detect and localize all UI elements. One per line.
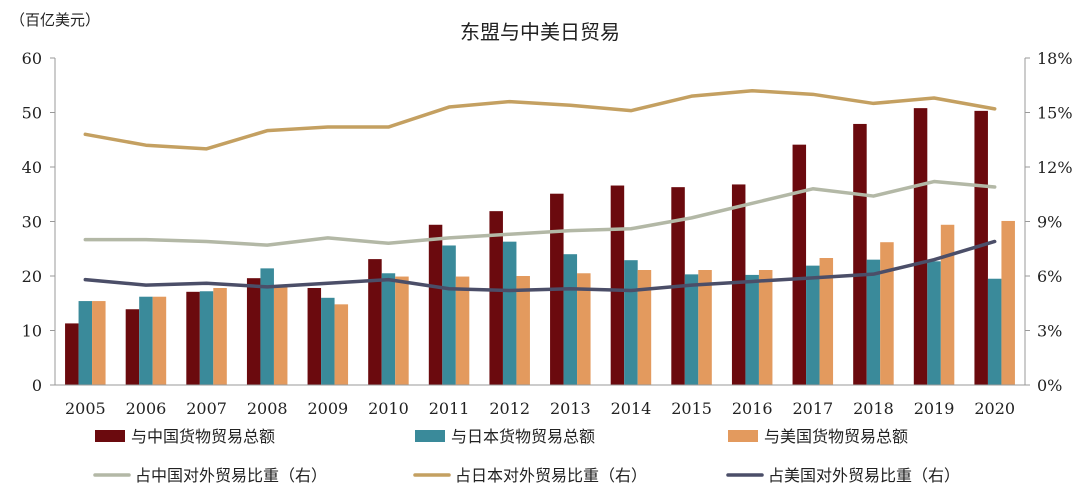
legend-label-bar-1: 与日本货物贸易总额 bbox=[451, 427, 595, 446]
bar-与美国货物贸易总额-2009 bbox=[334, 304, 349, 385]
chart-title: 东盟与中美日贸易 bbox=[460, 20, 620, 44]
bar-与美国货物贸易总额-2017 bbox=[819, 258, 834, 385]
bar-与美国货物贸易总额-2019 bbox=[940, 224, 955, 385]
x-tick-label: 2005 bbox=[65, 399, 106, 418]
x-tick-label: 2010 bbox=[368, 399, 409, 418]
bar-与美国货物贸易总额-2011 bbox=[455, 276, 470, 385]
bar-与美国货物贸易总额-2018 bbox=[880, 242, 894, 385]
legend-label-bar-2: 与美国货物贸易总额 bbox=[764, 427, 908, 446]
x-tick-label: 2012 bbox=[489, 399, 530, 418]
y-left-tick-label: 50 bbox=[22, 104, 42, 123]
x-tick-label: 2007 bbox=[186, 399, 227, 418]
y-left-tick-label: 60 bbox=[22, 49, 42, 68]
y-left-tick-label: 0 bbox=[32, 376, 42, 395]
x-tick-label: 2020 bbox=[974, 399, 1015, 418]
bar-与中国货物贸易总额-2005 bbox=[65, 323, 79, 385]
bar-与中国货物贸易总额-2007 bbox=[186, 291, 200, 385]
legend-label-line-2: 占美国对外贸易比重（右） bbox=[768, 466, 960, 485]
bar-与中国货物贸易总额-2018 bbox=[853, 123, 867, 385]
bar-与美国货物贸易总额-2020 bbox=[1001, 220, 1015, 385]
lines-layer bbox=[83, 88, 997, 293]
bar-与美国货物贸易总额-2007 bbox=[213, 287, 227, 385]
bar-与美国货物贸易总额-2013 bbox=[577, 273, 591, 385]
bar-与美国货物贸易总额-2012 bbox=[516, 276, 530, 385]
x-tick-label: 2006 bbox=[126, 399, 167, 418]
bar-与中国货物贸易总额-2014 bbox=[610, 185, 625, 385]
bar-与美国货物贸易总额-2008 bbox=[273, 285, 288, 385]
bars-layer bbox=[65, 108, 1015, 386]
bar-与中国货物贸易总额-2016 bbox=[731, 184, 746, 385]
x-tick-label: 2016 bbox=[732, 399, 773, 418]
x-tick-label: 2018 bbox=[853, 399, 894, 418]
bar-与日本货物贸易总额-2013 bbox=[563, 254, 578, 385]
legend-label-bar-0: 与中国货物贸易总额 bbox=[131, 427, 275, 446]
bar-与日本货物贸易总额-2016 bbox=[745, 274, 759, 385]
y-right-tick-label: 9% bbox=[1037, 213, 1062, 232]
bar-与日本货物贸易总额-2008 bbox=[260, 268, 274, 385]
bar-与日本货物贸易总额-2014 bbox=[624, 260, 638, 385]
line-series-0 bbox=[83, 179, 997, 247]
bar-与日本货物贸易总额-2019 bbox=[927, 261, 941, 385]
bar-与中国货物贸易总额-2020 bbox=[974, 110, 988, 386]
x-tick-label: 2019 bbox=[914, 399, 955, 418]
x-tick-label: 2017 bbox=[792, 399, 833, 418]
line-series-1 bbox=[83, 88, 997, 151]
legend-label-line-1: 占日本对外贸易比重（右） bbox=[455, 466, 647, 485]
y-left-tick-label: 30 bbox=[22, 213, 42, 232]
y-right-tick-label: 6% bbox=[1037, 267, 1062, 286]
x-tick-label: 2009 bbox=[307, 399, 348, 418]
bar-与日本货物贸易总额-2011 bbox=[442, 245, 456, 385]
bar-与日本货物贸易总额-2018 bbox=[866, 259, 881, 385]
bar-与日本货物贸易总额-2007 bbox=[199, 291, 214, 385]
x-tick-label: 2011 bbox=[429, 399, 470, 418]
bar-与美国货物贸易总额-2014 bbox=[637, 270, 652, 385]
y-right-tick-label: 18% bbox=[1037, 49, 1073, 68]
bar-与日本货物贸易总额-2006 bbox=[139, 296, 153, 385]
y-right-tick-label: 12% bbox=[1037, 158, 1073, 177]
y-right-tick-label: 0% bbox=[1037, 376, 1062, 395]
y-left-tick-label: 10 bbox=[22, 322, 42, 341]
x-tick-label: 2015 bbox=[671, 399, 712, 418]
legend-swatch-bar-0 bbox=[95, 430, 125, 442]
y-left-tick-label: 20 bbox=[22, 267, 42, 286]
bar-与日本货物贸易总额-2015 bbox=[684, 274, 699, 385]
bar-与美国货物贸易总额-2016 bbox=[758, 270, 773, 385]
y-left-tick-label: 40 bbox=[22, 158, 42, 177]
bar-与中国货物贸易总额-2012 bbox=[489, 211, 503, 385]
y-axis-unit-label: （百亿美元） bbox=[10, 11, 100, 29]
y-right-tick-label: 3% bbox=[1037, 322, 1062, 341]
x-tick-label: 2014 bbox=[611, 399, 652, 418]
legend-swatch-bar-1 bbox=[415, 430, 445, 442]
x-tick-label: 2013 bbox=[550, 399, 591, 418]
bar-与中国货物贸易总额-2017 bbox=[792, 144, 807, 385]
bar-与日本货物贸易总额-2020 bbox=[987, 278, 1002, 385]
bar-与美国货物贸易总额-2006 bbox=[152, 296, 167, 385]
bar-与日本货物贸易总额-2009 bbox=[321, 297, 335, 385]
bar-与日本货物贸易总额-2010 bbox=[381, 273, 396, 385]
bar-与美国货物贸易总额-2015 bbox=[698, 270, 712, 385]
line-series-2 bbox=[83, 239, 997, 293]
bar-与美国货物贸易总额-2010 bbox=[395, 276, 409, 385]
bar-与日本货物贸易总额-2017 bbox=[806, 265, 820, 385]
bar-与中国货物贸易总额-2009 bbox=[307, 287, 322, 385]
bar-与美国货物贸易总额-2005 bbox=[92, 301, 106, 385]
bar-与中国货物贸易总额-2006 bbox=[125, 309, 140, 385]
y-right-tick-label: 15% bbox=[1037, 104, 1073, 123]
legend-swatch-bar-2 bbox=[728, 430, 758, 442]
x-tick-label: 2008 bbox=[247, 399, 288, 418]
bar-与日本货物贸易总额-2005 bbox=[78, 301, 93, 385]
axes-layer: 0 10 20 30 40 50 60 0% 3% 6% 9% 12% 15% 18% 2005 2006 20… bbox=[22, 49, 1073, 418]
bar-与中国货物贸易总额-2019 bbox=[913, 108, 928, 385]
bar-与日本货物贸易总额-2012 bbox=[502, 241, 517, 385]
legend-label-line-0: 占中国对外贸易比重（右） bbox=[135, 466, 327, 485]
bar-与中国货物贸易总额-2011 bbox=[428, 224, 443, 385]
bar-与中国货物贸易总额-2008 bbox=[246, 278, 261, 385]
bar-与中国货物贸易总额-2010 bbox=[368, 259, 382, 385]
